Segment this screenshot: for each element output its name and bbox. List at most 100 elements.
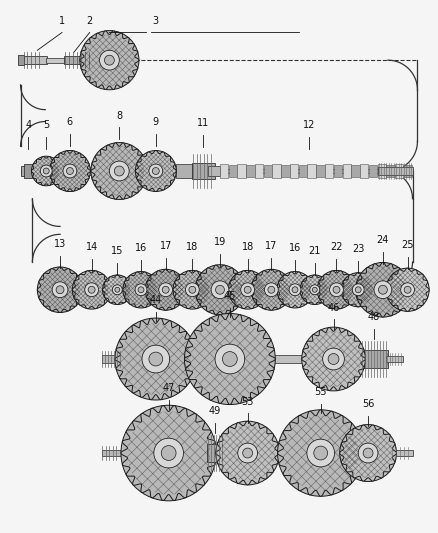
Bar (40, 288, 417, 292)
Circle shape (80, 30, 139, 90)
Circle shape (300, 275, 329, 304)
Circle shape (115, 318, 197, 400)
Circle shape (189, 286, 196, 293)
Text: 25: 25 (401, 240, 414, 250)
Circle shape (72, 270, 111, 309)
Polygon shape (216, 421, 279, 485)
Polygon shape (91, 143, 148, 199)
Circle shape (314, 446, 328, 460)
Circle shape (56, 286, 64, 294)
Circle shape (289, 284, 301, 296)
Text: 18: 18 (241, 242, 254, 252)
Circle shape (135, 284, 147, 296)
Circle shape (149, 164, 163, 178)
Polygon shape (135, 150, 176, 191)
Circle shape (333, 286, 340, 293)
Bar (299, 165, 307, 177)
Circle shape (386, 268, 429, 311)
Circle shape (102, 275, 132, 304)
Bar (378, 167, 413, 175)
Bar (208, 166, 220, 176)
Bar (351, 165, 360, 177)
Text: 16: 16 (289, 243, 301, 253)
Circle shape (40, 165, 52, 177)
Bar (290, 164, 298, 178)
Circle shape (85, 283, 99, 297)
Circle shape (145, 269, 186, 310)
Bar (46, 58, 102, 63)
Text: 8: 8 (116, 110, 122, 120)
Circle shape (328, 353, 339, 365)
Circle shape (215, 344, 245, 374)
Circle shape (105, 55, 114, 65)
Circle shape (238, 443, 258, 463)
Circle shape (244, 286, 251, 293)
Polygon shape (317, 271, 356, 309)
Text: 21: 21 (309, 246, 321, 256)
Polygon shape (341, 273, 375, 307)
Circle shape (142, 345, 170, 373)
Circle shape (110, 161, 129, 181)
Circle shape (123, 271, 159, 308)
Bar (21, 166, 34, 176)
Bar (316, 165, 325, 177)
Circle shape (374, 281, 392, 298)
Bar (119, 357, 388, 361)
Text: 13: 13 (54, 239, 66, 249)
Text: 17: 17 (159, 241, 172, 251)
Circle shape (404, 286, 411, 293)
Text: 55: 55 (314, 386, 327, 397)
Bar (102, 355, 123, 363)
Polygon shape (228, 271, 267, 309)
Bar (264, 165, 272, 177)
Text: 9: 9 (153, 117, 159, 127)
Text: 5: 5 (43, 120, 49, 131)
Polygon shape (49, 151, 90, 191)
Circle shape (49, 150, 90, 191)
Bar (237, 164, 246, 178)
Text: 4: 4 (25, 120, 32, 131)
Polygon shape (121, 406, 216, 500)
Circle shape (302, 327, 365, 391)
Bar (176, 164, 192, 178)
Circle shape (162, 286, 169, 293)
Bar (343, 164, 351, 178)
Text: 22: 22 (330, 242, 343, 252)
Polygon shape (302, 327, 365, 391)
Text: 46: 46 (327, 303, 339, 312)
Bar (386, 356, 403, 362)
Text: 49: 49 (209, 407, 221, 416)
Circle shape (32, 156, 61, 186)
Circle shape (52, 282, 68, 297)
Bar (391, 450, 413, 456)
Polygon shape (184, 313, 275, 405)
Circle shape (356, 262, 410, 317)
Text: 17: 17 (265, 241, 278, 251)
Circle shape (317, 270, 356, 309)
Bar (220, 164, 228, 178)
Circle shape (113, 285, 122, 295)
Circle shape (292, 287, 298, 293)
Circle shape (341, 273, 375, 307)
Bar (395, 164, 403, 178)
Text: 53: 53 (241, 397, 254, 407)
Text: 2: 2 (87, 15, 93, 26)
Bar (255, 164, 263, 178)
Bar (229, 165, 237, 177)
Circle shape (268, 286, 275, 293)
Text: 56: 56 (362, 400, 374, 409)
Bar (64, 56, 92, 64)
Bar (207, 444, 225, 462)
Polygon shape (102, 275, 132, 304)
Circle shape (378, 285, 387, 294)
Bar (21, 168, 413, 173)
Polygon shape (173, 271, 212, 309)
Polygon shape (386, 268, 429, 311)
Bar (117, 451, 378, 455)
Text: 16: 16 (135, 243, 147, 253)
Text: 12: 12 (303, 120, 315, 131)
Text: 15: 15 (111, 246, 124, 256)
Bar (334, 165, 342, 177)
Circle shape (115, 287, 120, 292)
Circle shape (340, 425, 396, 481)
